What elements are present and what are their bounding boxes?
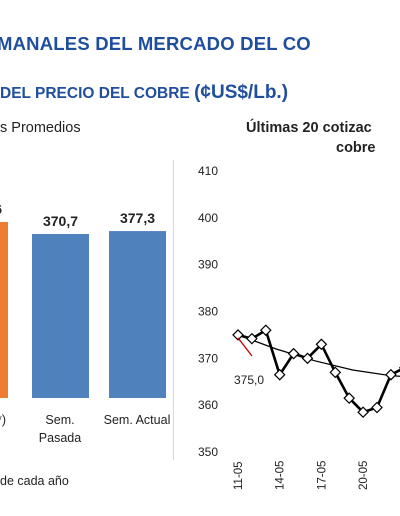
- bar-2: [109, 231, 166, 398]
- bar-data-label-0: 6: [0, 201, 2, 217]
- x-tick-label-20-05: 20-05: [358, 461, 370, 490]
- bar-category-label-2: Sem. Actual: [104, 413, 171, 427]
- x-tick-label-17-05: 17-05: [316, 461, 328, 490]
- y-tick-label-350: 350: [198, 445, 218, 459]
- bar-category-label-0: (*): [0, 413, 6, 427]
- x-tick-label-11-05: 11-05: [233, 461, 245, 490]
- price-marker-4: [287, 347, 300, 360]
- page-subtitle: DEL PRECIO DEL COBRE (¢US$/Lb.): [0, 82, 288, 104]
- line-chart-title: Últimas 20 cotizac: [246, 120, 372, 136]
- price-marker-5: [301, 352, 314, 365]
- y-tick-label-360: 360: [198, 398, 218, 412]
- y-tick-label-410: 410: [198, 164, 218, 178]
- bar-data-label-1: 370,7: [43, 213, 78, 229]
- line-chart-title-line2: cobre: [336, 140, 376, 156]
- price-marker-0: [232, 329, 244, 341]
- bar-category-label-1: Sem.: [45, 413, 74, 427]
- price-marker-6: [315, 338, 328, 351]
- subtitle-unit: (¢US$/Lb.): [194, 82, 289, 103]
- bar-0: [0, 222, 8, 398]
- bar-category-label-1-line2: Pasada: [39, 431, 81, 445]
- y-tick-label-380: 380: [198, 305, 218, 319]
- price-marker-3: [273, 368, 286, 381]
- price-marker-10: [371, 401, 383, 414]
- page-title: MANALES DEL MERCADO DEL CO: [0, 33, 311, 54]
- price-marker-11: [385, 368, 397, 381]
- price-marker-1: [246, 332, 258, 345]
- bar-1: [32, 234, 89, 398]
- chart-divider: [173, 160, 174, 460]
- price-marker-7: [329, 366, 342, 379]
- bar-chart-title: s Promedios: [0, 120, 81, 136]
- bar-data-label-2: 377,3: [120, 210, 155, 226]
- x-tick-label-14-05: 14-05: [275, 461, 287, 490]
- price-marker-9: [357, 406, 369, 419]
- y-tick-label-400: 400: [198, 211, 218, 225]
- annotation-pointer: [237, 337, 253, 357]
- annotation-label: 375,0: [234, 373, 264, 387]
- y-tick-label-370: 370: [198, 351, 218, 365]
- price-marker-2: [259, 324, 272, 337]
- price-marker-8: [343, 392, 356, 404]
- footnote: de cada año: [0, 474, 69, 488]
- subtitle-text: DEL PRECIO DEL COBRE: [0, 85, 195, 102]
- y-tick-label-390: 390: [198, 258, 218, 272]
